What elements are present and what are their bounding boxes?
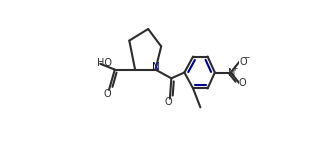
Text: O: O [239, 78, 246, 88]
Text: O: O [239, 57, 247, 67]
Text: −: − [243, 54, 249, 62]
Text: N: N [152, 62, 160, 72]
Text: O: O [165, 97, 172, 107]
Text: O: O [104, 89, 111, 98]
Text: +: + [231, 64, 237, 73]
Text: N: N [228, 68, 235, 77]
Text: HO: HO [97, 58, 112, 68]
